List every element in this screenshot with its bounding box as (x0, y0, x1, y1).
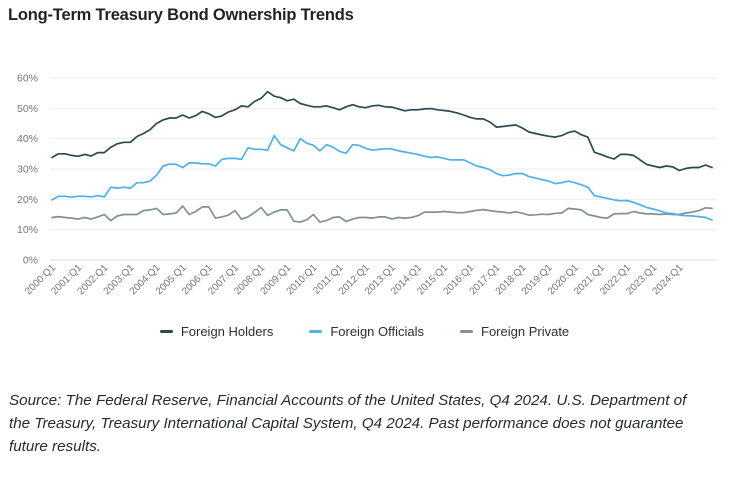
chart-title: Long-Term Treasury Bond Ownership Trends (8, 6, 354, 24)
legend-label: Foreign Officials (330, 324, 425, 339)
series-line-foreign-holders (51, 90, 713, 172)
gridlines (50, 77, 716, 261)
series-lines (51, 90, 713, 223)
x-axis-ticks: 2000:Q12001:Q12002:Q12003:Q12004:Q12005:… (23, 262, 686, 297)
legend-swatch-foreign-holders (159, 330, 173, 333)
line-chart: 0% 10% 20% 30% 40% 50% 60% 2000:Q12001:Q12002:… (17, 73, 716, 297)
legend-item-foreign-officials: Foreign Officials (309, 324, 424, 339)
y-tick-label: 50% (17, 103, 38, 115)
legend-item-foreign-holders: Foreign Holders (159, 324, 274, 339)
legend-swatch-foreign-private (460, 330, 474, 333)
source-note: Source: The Federal Reserve, Financial A… (9, 392, 687, 455)
y-tick-label: 20% (17, 194, 38, 206)
y-tick-label: 0% (23, 255, 38, 267)
y-tick-label: 60% (17, 73, 38, 85)
series-line-foreign-officials (51, 134, 713, 221)
series-line-foreign-private (51, 205, 713, 223)
legend: Foreign Holders Foreign Officials Foreig… (0, 324, 729, 339)
legend-swatch-foreign-officials (309, 330, 323, 333)
y-axis-ticks: 0% 10% 20% 30% 40% 50% 60% (17, 73, 38, 267)
legend-label: Foreign Private (481, 324, 570, 339)
legend-label: Foreign Holders (180, 324, 274, 339)
legend-item-foreign-private: Foreign Private (460, 324, 569, 339)
y-tick-label: 40% (17, 133, 38, 145)
y-tick-label: 30% (17, 164, 38, 176)
y-tick-label: 10% (17, 224, 38, 236)
